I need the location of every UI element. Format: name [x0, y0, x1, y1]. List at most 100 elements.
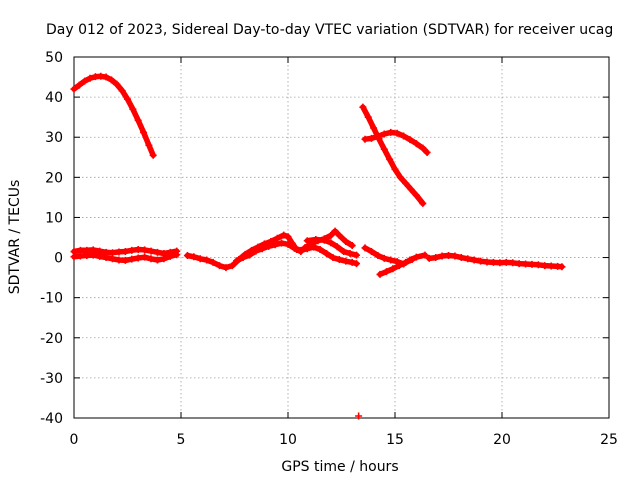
data-point	[396, 173, 404, 181]
y-tick-label: 40	[45, 90, 63, 106]
data-point	[380, 145, 388, 153]
data-point	[258, 245, 266, 253]
data-point	[483, 258, 491, 266]
data-point	[280, 231, 288, 239]
data-point	[470, 256, 478, 264]
y-tick-label: -20	[40, 331, 63, 347]
data-point	[423, 148, 431, 156]
data-point	[76, 252, 84, 260]
data-point	[352, 260, 360, 268]
data-point	[346, 250, 354, 258]
data-point	[75, 81, 83, 89]
y-tick-label: 20	[45, 170, 63, 186]
x-tick-label: 25	[600, 432, 618, 448]
plot-area-frame	[73, 56, 610, 419]
data-point	[153, 248, 161, 256]
data-point	[284, 233, 292, 241]
data-point	[502, 258, 510, 266]
data-point	[83, 252, 91, 260]
series-arc-b-descending	[359, 103, 427, 207]
data-point	[387, 128, 395, 136]
data-point	[509, 259, 517, 267]
data-point	[364, 113, 372, 121]
data-point	[297, 246, 305, 254]
data-point	[464, 255, 472, 263]
data-point	[190, 253, 198, 261]
data-point	[477, 257, 485, 265]
data-point	[273, 234, 281, 242]
data-point	[81, 77, 89, 85]
y-tick-label: 10	[45, 210, 63, 226]
series-arc-e-zero-lower	[70, 251, 181, 264]
data-point	[541, 262, 549, 270]
series-arc-f-trough-rise	[183, 227, 356, 272]
data-point	[342, 238, 350, 246]
data-point	[380, 254, 388, 262]
series-arc-k-tail	[425, 252, 566, 271]
data-point	[412, 140, 420, 148]
data-point	[233, 257, 241, 265]
data-point	[121, 256, 129, 264]
data-point	[361, 135, 369, 143]
data-point	[387, 256, 395, 264]
data-point	[278, 239, 286, 247]
y-tick-label: -10	[40, 291, 63, 307]
data-point	[333, 243, 341, 251]
data-point	[327, 231, 335, 239]
data-point	[367, 248, 375, 256]
chart-title: Day 012 of 2023, Sidereal Day-to-day VTE…	[46, 22, 613, 38]
data-point	[290, 244, 298, 252]
data-point	[124, 95, 131, 103]
data-point	[222, 264, 230, 272]
data-point	[316, 246, 324, 254]
data-point	[203, 256, 211, 264]
series-arc-g-wave	[233, 239, 360, 268]
data-point	[115, 248, 123, 256]
data-point	[129, 105, 137, 113]
data-point	[496, 259, 504, 267]
data-point	[408, 256, 416, 264]
data-point	[149, 151, 157, 159]
data-point	[522, 260, 530, 268]
data-point	[160, 255, 168, 263]
data-point	[70, 85, 78, 93]
data-point	[102, 254, 110, 262]
series-arc-a-high	[70, 72, 157, 159]
data-point	[173, 251, 181, 259]
data-point	[228, 262, 236, 270]
data-point	[406, 136, 414, 144]
data-point	[402, 258, 410, 266]
y-axis-label: SDTVAR / TECUs	[7, 180, 23, 295]
data-point	[140, 128, 148, 136]
data-point	[342, 257, 350, 265]
x-tick-label: 0	[70, 432, 79, 448]
data-point	[183, 252, 191, 260]
data-point	[216, 262, 224, 270]
data-point	[382, 268, 390, 276]
data-point	[389, 265, 397, 273]
x-tick-label: 15	[386, 432, 404, 448]
data-series	[70, 72, 566, 420]
data-point	[438, 252, 446, 260]
data-point	[245, 251, 253, 259]
series-arc-j-low	[376, 256, 416, 278]
data-point	[196, 255, 204, 263]
data-point	[271, 241, 279, 249]
data-point	[331, 227, 339, 235]
data-point	[109, 255, 117, 263]
data-point	[265, 242, 273, 250]
x-axis: 0 5 10 15 20 25	[70, 57, 618, 448]
data-point	[329, 254, 337, 262]
data-point	[421, 251, 429, 259]
data-point	[153, 256, 161, 264]
data-point	[107, 76, 115, 84]
y-tick-label: -40	[40, 411, 63, 427]
series-trace	[360, 104, 426, 207]
data-point	[141, 246, 149, 254]
data-point	[134, 116, 142, 124]
data-point	[457, 254, 465, 262]
data-point	[393, 129, 401, 137]
data-point	[323, 250, 331, 258]
data-point	[312, 236, 320, 244]
